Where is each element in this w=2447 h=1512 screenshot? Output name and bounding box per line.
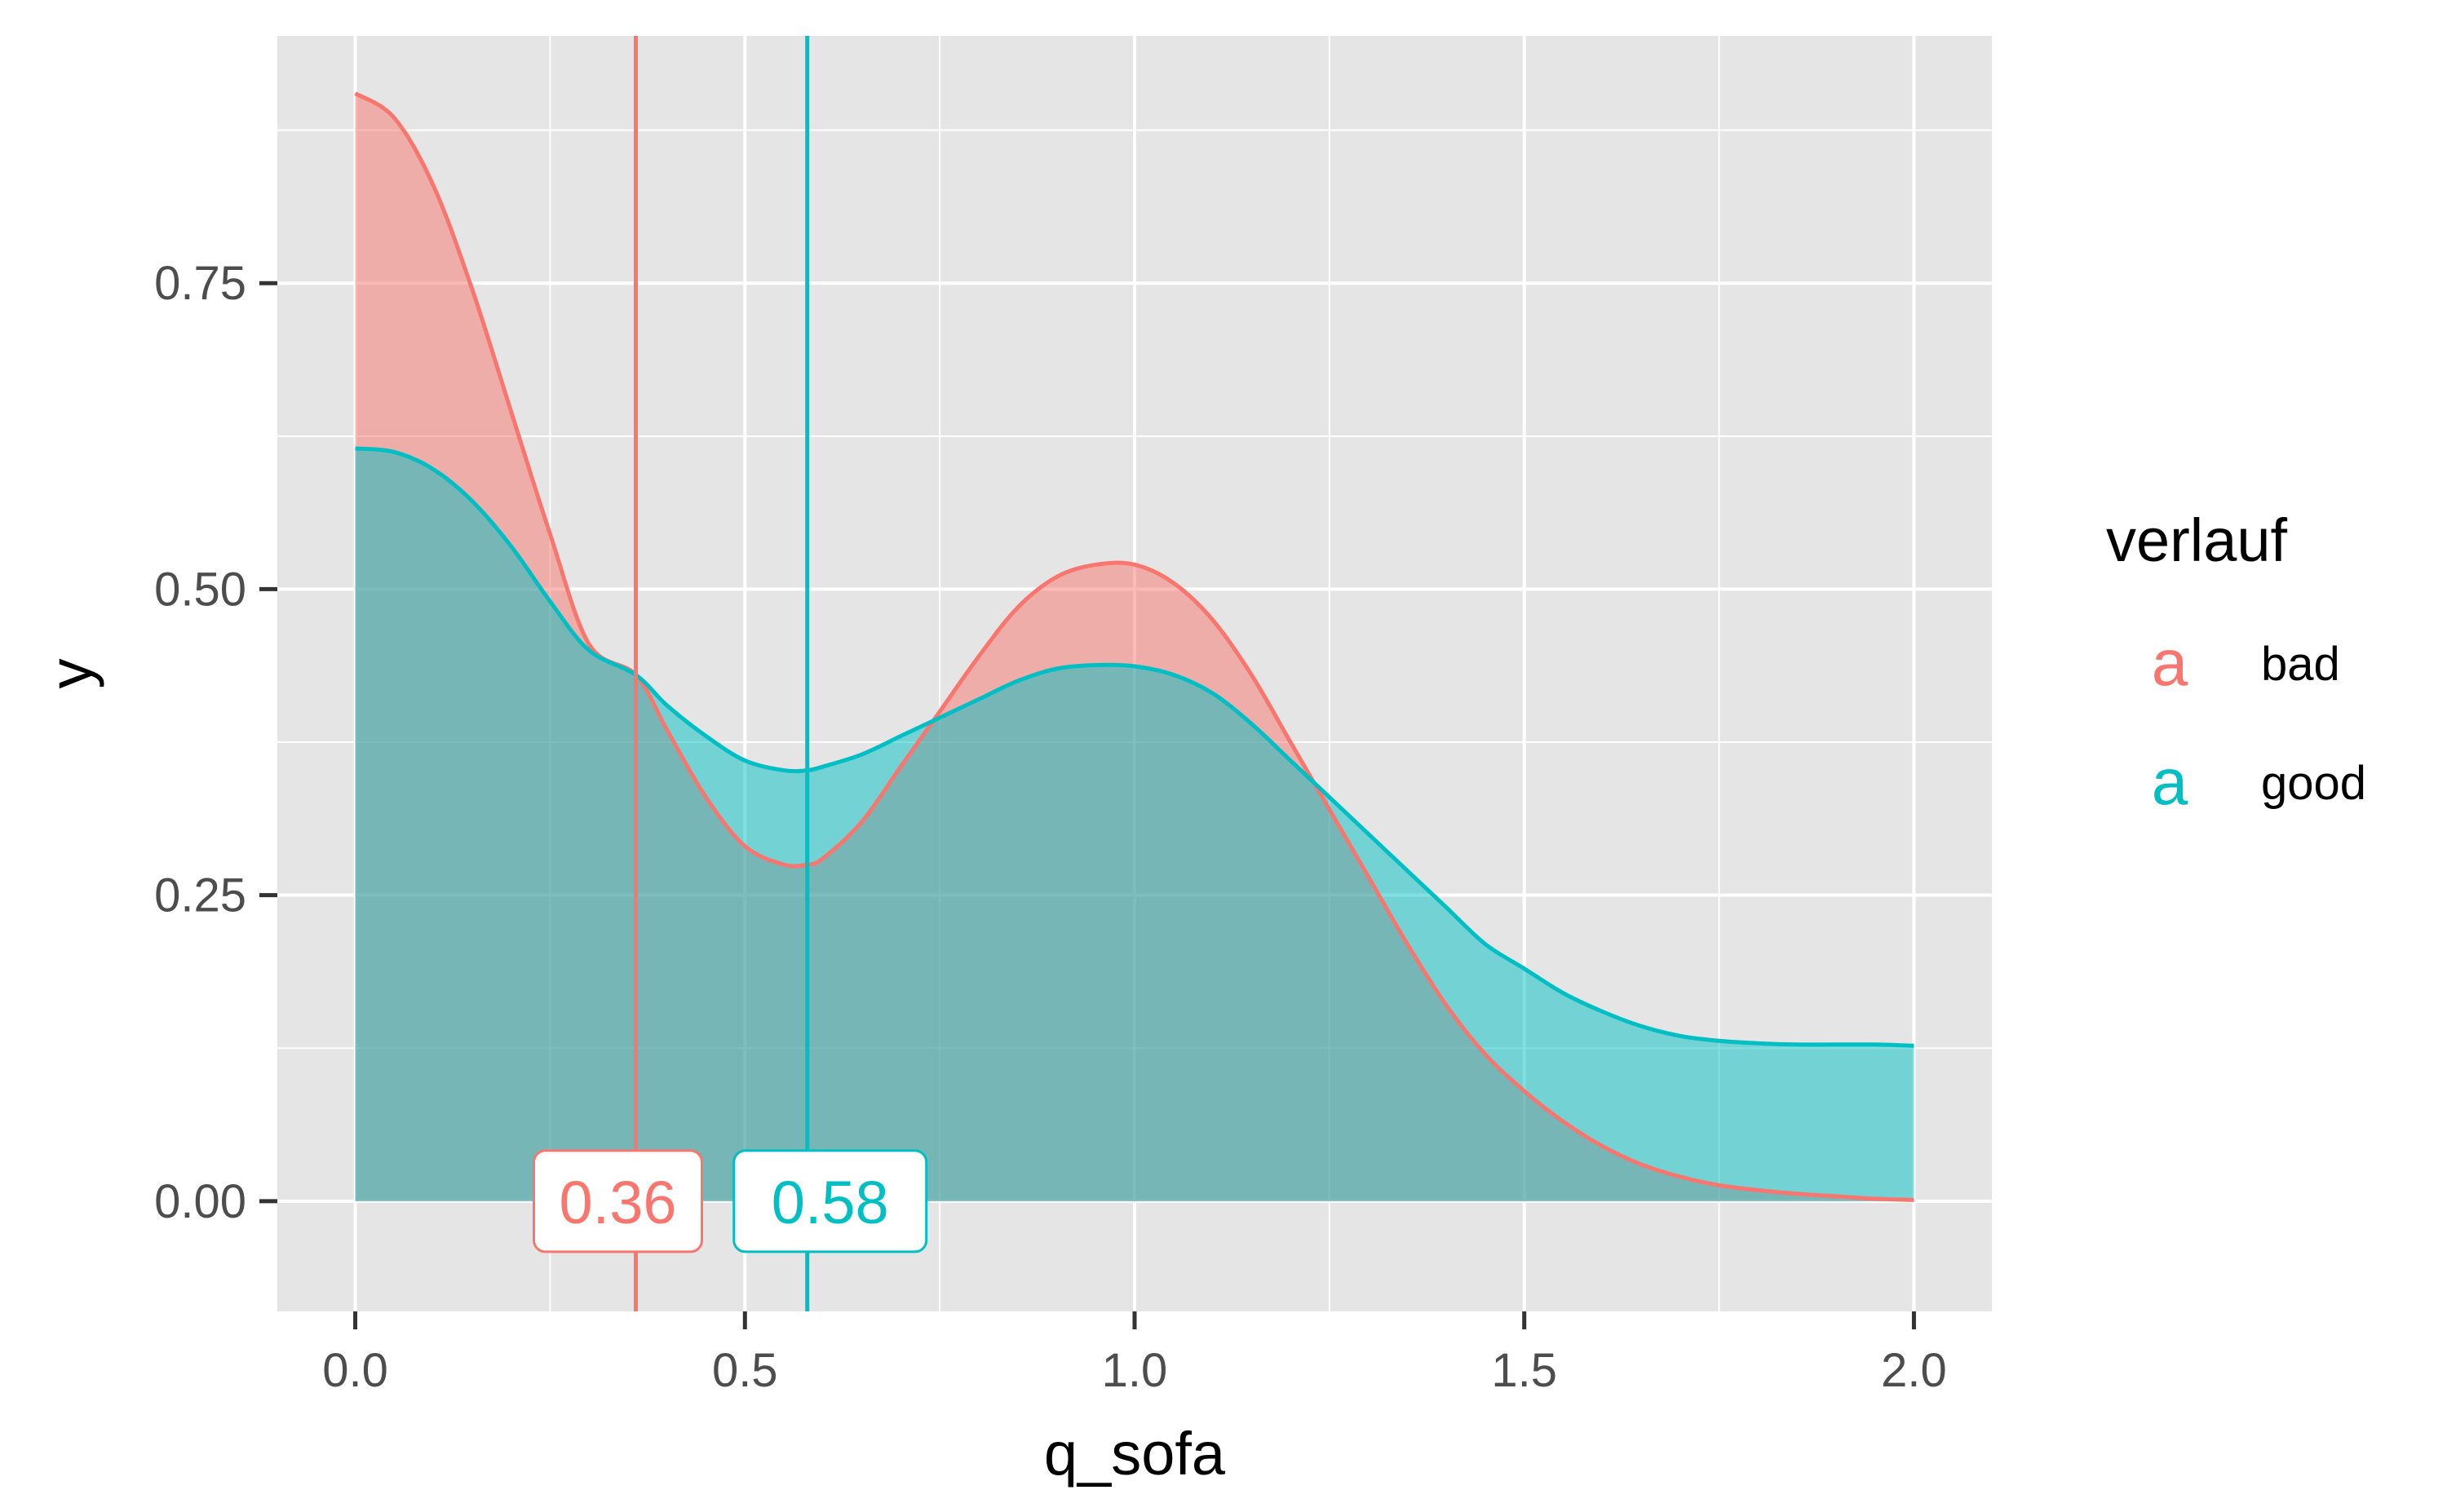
y-axis-title: y	[37, 659, 104, 689]
legend-key-good: a	[2152, 745, 2188, 818]
y-tick-label: 0.25	[154, 869, 246, 922]
density-areas	[354, 91, 1914, 1202]
mean-lines	[634, 36, 810, 1311]
legend-title: verlauf	[2106, 506, 2288, 574]
mean-label-box	[533, 1149, 704, 1253]
mean-label-text: 0.36	[559, 1169, 676, 1236]
x-axis: 0.0 0.5 1.0 1.5 2.0	[322, 1311, 1947, 1397]
mean-label-good: 0.58	[732, 1149, 928, 1253]
y-tick-label: 0.00	[154, 1175, 246, 1228]
legend-label-bad: bad	[2261, 638, 2340, 691]
x-tick-label: 1.0	[1102, 1344, 1168, 1397]
density-line-bad	[354, 91, 1914, 1202]
y-tick-label: 0.50	[154, 563, 246, 616]
x-tick-label: 0.5	[712, 1344, 778, 1397]
density-area-good	[355, 448, 1914, 1201]
y-axis: 0.00 0.25 0.50 0.75	[154, 257, 277, 1228]
mean-labels: 0.36 0.58	[533, 1149, 928, 1253]
x-tick-label: 1.5	[1491, 1344, 1557, 1397]
density-line-good	[355, 446, 1914, 1048]
legend-label-good: good	[2261, 757, 2366, 810]
legend: verlauf a bad a good	[2106, 506, 2366, 818]
mean-label-bad: 0.36	[533, 1149, 704, 1253]
legend-key-bad: a	[2152, 626, 2188, 699]
mean-label-text: 0.58	[772, 1169, 889, 1236]
x-tick-label: 0.0	[322, 1344, 388, 1397]
x-axis-title: q_sofa	[1044, 1420, 1226, 1488]
mean-label-box	[732, 1149, 928, 1253]
y-tick-label: 0.75	[154, 257, 246, 310]
x-tick-label: 2.0	[1881, 1344, 1947, 1397]
